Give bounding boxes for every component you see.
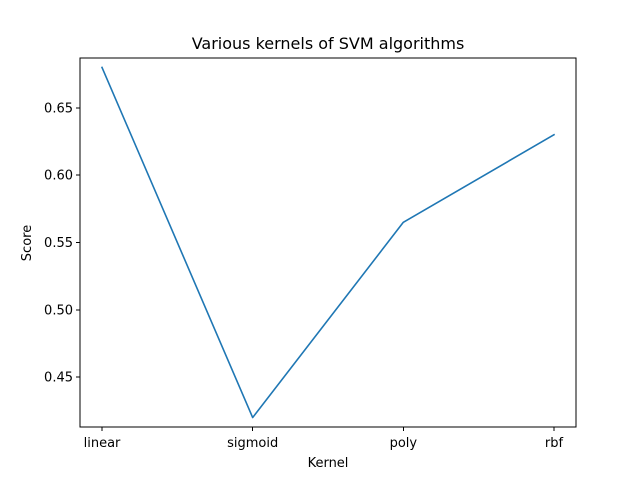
y-tick-label: 0.55 [44,236,73,251]
x-tick-label: sigmoid [227,436,278,451]
y-tick-label: 0.60 [44,169,73,184]
x-tick-label: linear [84,436,121,451]
score-series-line [100,66,556,419]
x-tick-label: rbf [545,436,564,451]
y-axis-ticks: 0.45 0.50 0.55 0.60 0.65 [44,101,80,386]
x-tick-label: poly [390,436,418,451]
y-tick-label: 0.50 [44,303,73,318]
plot-frame [79,57,577,428]
x-axis-label: Kernel [308,456,349,471]
y-tick-label: 0.65 [44,101,73,116]
y-tick-label: 0.45 [44,371,73,386]
chart-title: Various kernels of SVM algorithms [192,34,465,53]
x-axis-ticks: linear sigmoid poly rbf [84,427,564,451]
y-axis-label: Score [20,225,35,261]
series-layer [100,66,556,419]
plot-area [79,57,577,428]
